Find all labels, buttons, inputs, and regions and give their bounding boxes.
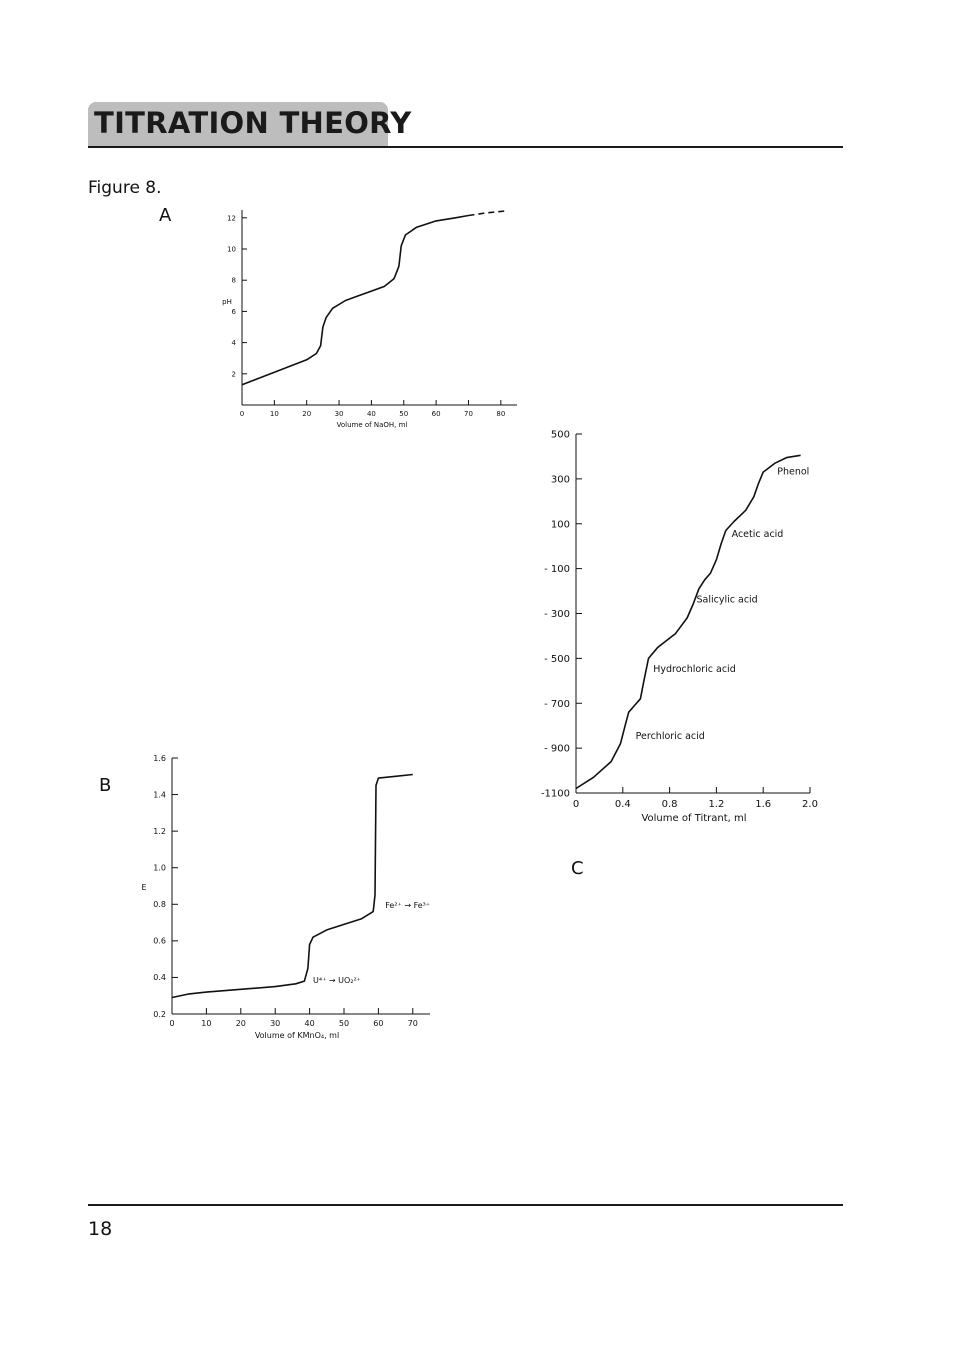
x-tick-label: 40 [367,410,376,418]
y-tick-label: - 900 [544,744,570,755]
x-tick-label: 50 [339,1019,349,1028]
y-tick-label: 6 [232,308,237,316]
x-tick-label: 60 [432,410,441,418]
curve-annotation: Salicylic acid [697,594,758,605]
y-axis-label: E [141,883,146,892]
series-line-extrapolated [468,210,508,217]
y-axis-label: pH [222,298,232,306]
y-tick-label: -1100 [541,789,570,800]
header-rule [88,146,843,148]
panel-label-c: C [571,858,584,879]
y-tick-label: 1.0 [153,864,166,873]
x-tick-label: 30 [270,1019,280,1028]
x-tick-label: 10 [201,1019,211,1028]
x-tick-label: 70 [464,410,473,418]
y-tick-label: 300 [551,474,570,485]
curve-annotation: Fe²⁺ → Fe³⁺ [385,901,430,910]
y-tick-label: - 300 [544,609,570,620]
series-line-0 [171,773,413,999]
series-line-0 [575,454,801,790]
x-tick-label: 50 [399,410,408,418]
x-tick-label: 40 [305,1019,315,1028]
y-tick-label: 0.8 [153,900,166,909]
y-tick-label: - 700 [544,699,570,710]
curve-annotation: U⁴⁺ → UO₂²⁺ [313,976,361,985]
x-tick-label: 20 [236,1019,246,1028]
y-tick-label: 0.4 [153,973,166,982]
y-tick-label: 1.4 [153,790,166,799]
curve-annotation: Acetic acid [732,529,784,540]
x-tick-label: 20 [302,410,311,418]
y-tick-label: 1.6 [153,754,166,763]
curve-annotation: Phenol [777,466,809,477]
curve-annotation: Hydrochloric acid [653,664,736,675]
x-tick-label: 60 [373,1019,383,1028]
y-tick-label: 0.2 [153,1010,166,1019]
x-tick-label: 0.4 [615,799,631,810]
y-tick-label: 0.6 [153,937,166,946]
y-tick-label: 500 [551,430,570,441]
x-tick-label: 0 [240,410,244,418]
y-tick-label: 2 [232,370,236,378]
x-tick-label: 1.2 [708,799,724,810]
footer-rule [88,1204,843,1206]
y-tick-label: 4 [232,339,237,347]
chart-b-redox-titration: 0.2 0.4 0.6 0.8 1.0 1.2 1.4 1.6 0 10 20 30 40 50 60 70 V… [141,754,430,1040]
y-tick-label: - 100 [544,564,570,575]
x-axis-label: Volume of NaOH, ml [337,421,408,429]
series-line-0 [241,214,469,386]
chart-c-acid-mixture-titration: -1100 - 900 - 700 - 500 - 300 - 100 100 300 500 0… [541,430,818,825]
y-tick-label: 12 [227,214,236,222]
y-tick-label: 100 [551,519,570,530]
x-tick-label: 0.8 [662,799,678,810]
page-section-title: TITRATION THEORY [94,106,412,140]
x-axis-label: Volume of KMnO₄, ml [255,1031,339,1040]
x-tick-label: 0 [573,799,579,810]
x-tick-label: 10 [270,410,279,418]
x-tick-label: 70 [408,1019,418,1028]
figure-caption: Figure 8. [88,178,162,198]
x-tick-label: 0 [169,1019,174,1028]
x-tick-label: 1.6 [755,799,771,810]
x-tick-label: 30 [335,410,344,418]
page-number: 18 [88,1218,113,1240]
y-tick-label: 10 [227,245,236,253]
panel-label-b: B [99,775,112,796]
panel-label-a: A [159,205,172,226]
header-tab-background [88,102,388,147]
x-axis-label: Volume of Titrant, ml [641,813,746,824]
y-tick-label: - 500 [544,654,570,665]
chart-a-ph-titration: 2 4 6 8 10 12 0 10 20 30 40 50 60 70 80 Volume of NaOH,… [222,210,517,429]
x-tick-label: 2.0 [802,799,818,810]
y-tick-label: 1.2 [153,827,166,836]
y-tick-label: 8 [232,277,236,285]
x-tick-label: 80 [496,410,505,418]
curve-annotation: Perchloric acid [636,731,705,742]
